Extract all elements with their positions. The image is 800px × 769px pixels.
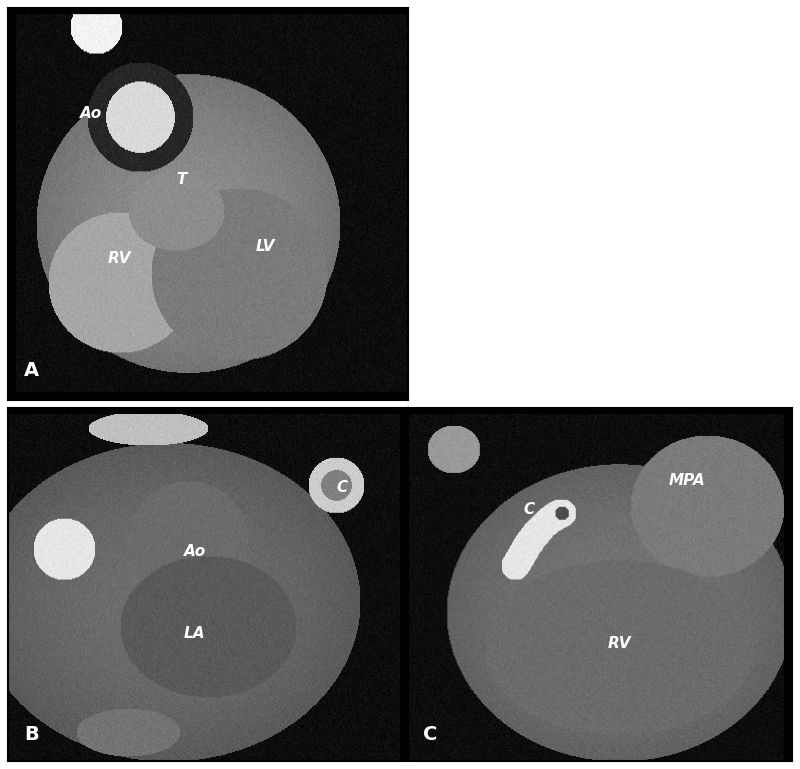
Text: B: B (24, 725, 38, 744)
Text: Ao: Ao (184, 544, 206, 559)
Text: RV: RV (608, 636, 631, 651)
Text: C: C (423, 725, 438, 744)
Text: C: C (336, 481, 347, 495)
Text: RV: RV (108, 251, 131, 265)
Text: T: T (176, 172, 186, 187)
Text: Ao: Ao (80, 105, 102, 121)
Text: MPA: MPA (669, 474, 706, 488)
Text: A: A (24, 361, 39, 381)
Text: LV: LV (256, 239, 275, 254)
Text: C: C (523, 501, 534, 517)
Text: LA: LA (184, 625, 206, 641)
